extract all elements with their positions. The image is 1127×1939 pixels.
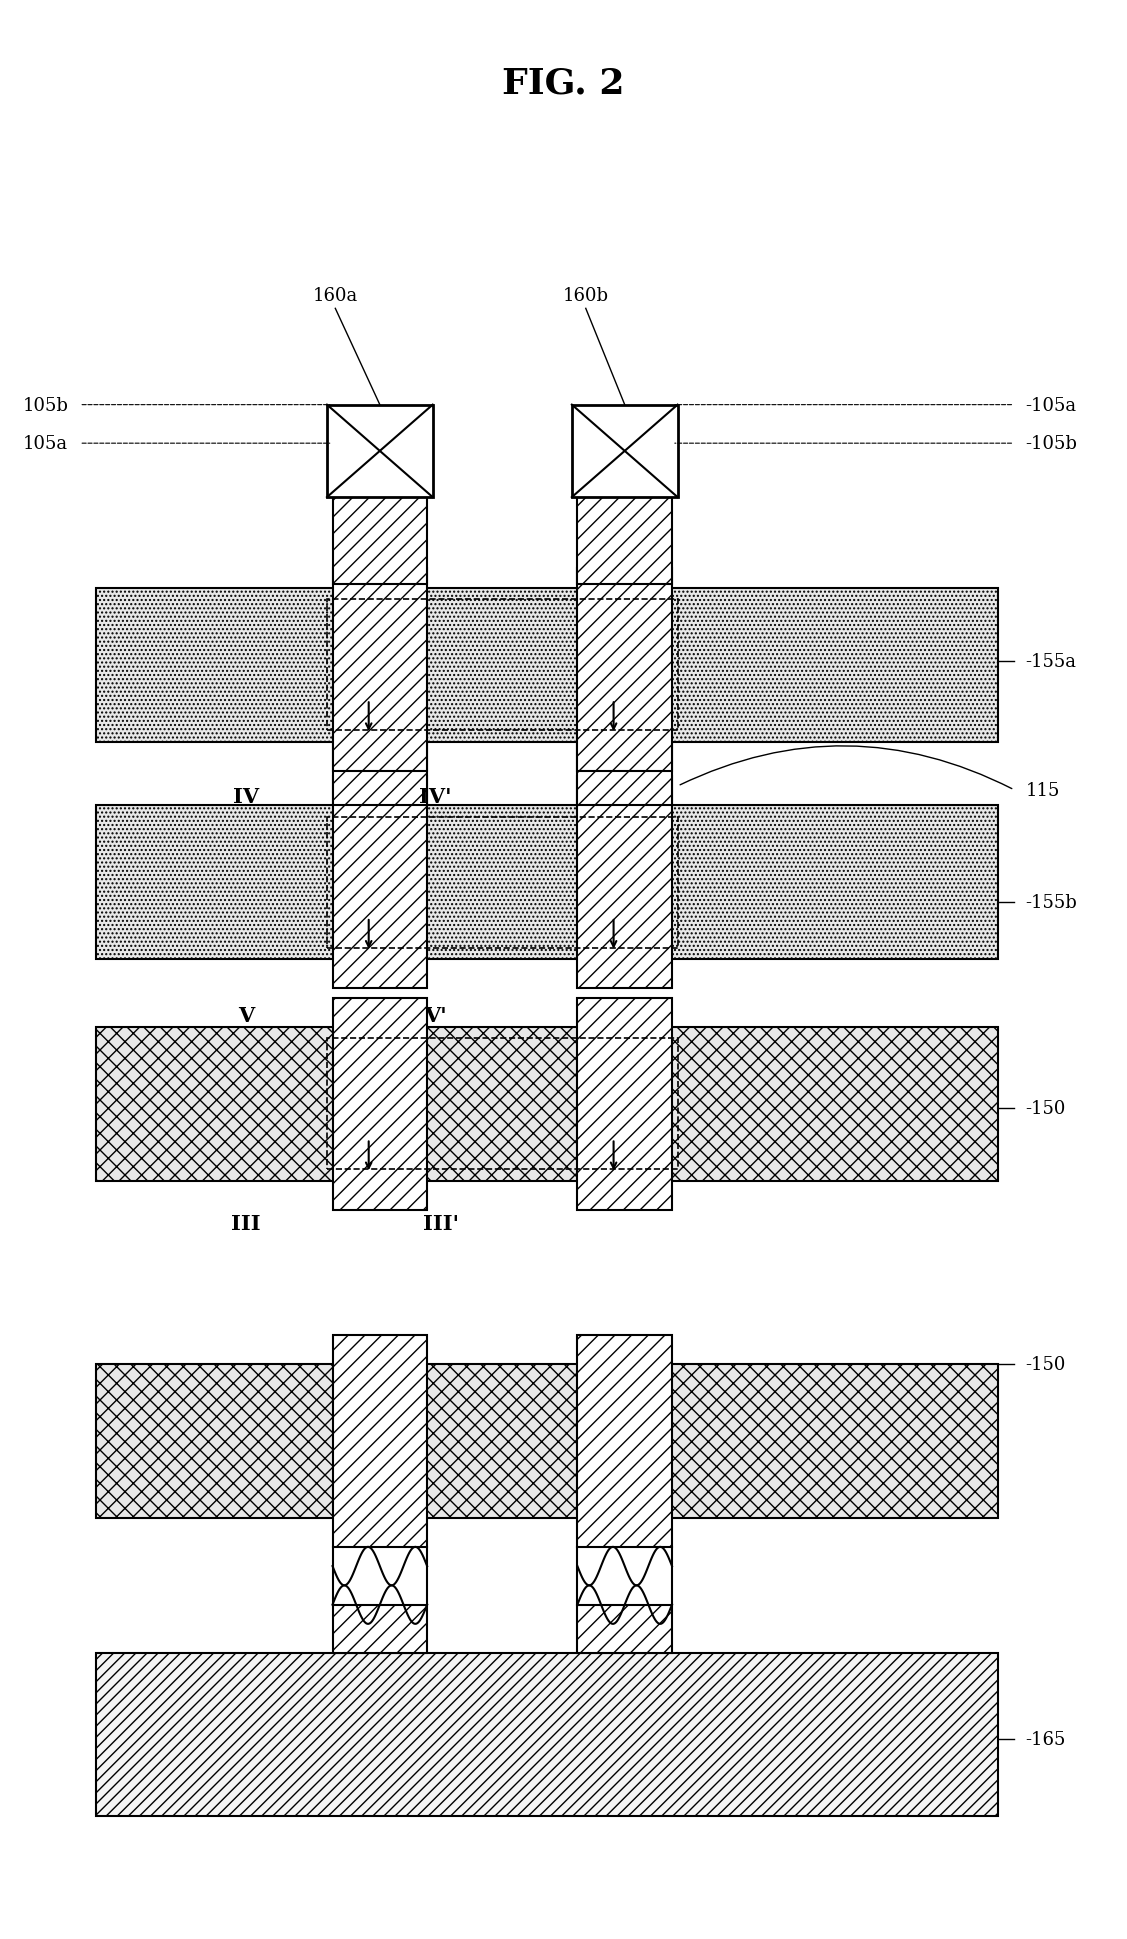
Text: 160b: 160b	[562, 287, 609, 304]
Bar	[327, 599, 677, 731]
Bar	[332, 498, 427, 584]
Text: -155a: -155a	[1026, 653, 1076, 671]
Text: FIG. 2: FIG. 2	[503, 68, 624, 101]
Bar	[332, 1336, 427, 1547]
Text: -155b: -155b	[1026, 894, 1077, 911]
Text: -150: -150	[1026, 1355, 1066, 1373]
Bar	[332, 568, 427, 772]
Bar	[96, 1652, 997, 1817]
Text: III: III	[231, 1214, 261, 1233]
Bar	[96, 588, 997, 743]
Text: 105b: 105b	[23, 396, 68, 415]
Bar	[327, 1039, 677, 1169]
Text: -105a: -105a	[1026, 396, 1076, 415]
Bar	[577, 999, 672, 1210]
Bar	[327, 405, 433, 498]
Bar	[577, 1605, 672, 1652]
Text: IV': IV'	[419, 785, 452, 807]
Text: V': V'	[424, 1006, 446, 1026]
Text: -165: -165	[1026, 1730, 1066, 1749]
Text: IV: IV	[233, 785, 259, 807]
Bar	[577, 743, 672, 807]
Text: 115: 115	[1026, 781, 1059, 799]
Bar	[332, 778, 427, 989]
Text: V: V	[238, 1006, 255, 1026]
Bar	[332, 743, 427, 807]
Bar	[577, 568, 672, 772]
Text: -150: -150	[1026, 1099, 1066, 1117]
Text: 160a: 160a	[312, 287, 358, 304]
Bar	[96, 807, 997, 960]
Bar	[332, 999, 427, 1210]
Text: -105b: -105b	[1026, 434, 1077, 454]
Bar	[577, 498, 672, 584]
Bar	[96, 1028, 997, 1181]
Text: 105a: 105a	[23, 434, 68, 454]
Bar	[571, 405, 677, 498]
Bar	[327, 818, 677, 948]
Bar	[96, 1365, 997, 1518]
Bar	[577, 1336, 672, 1547]
Bar	[577, 778, 672, 989]
Text: III': III'	[423, 1214, 459, 1233]
Bar	[332, 1605, 427, 1652]
